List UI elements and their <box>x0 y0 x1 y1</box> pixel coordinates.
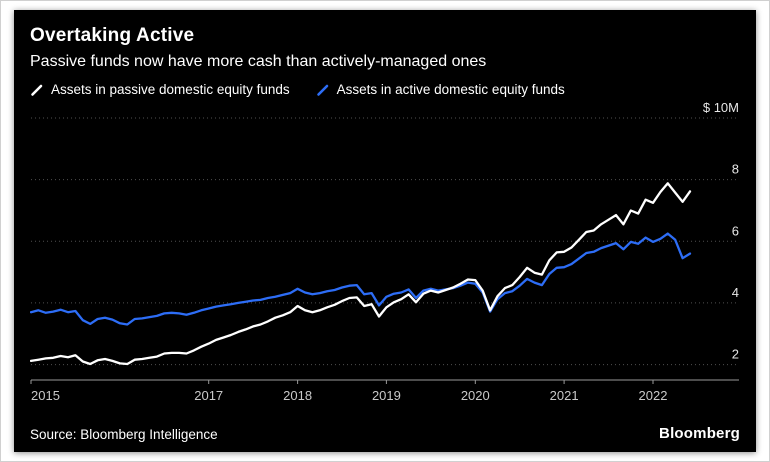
x-axis-tick-label: 2021 <box>550 388 579 403</box>
y-axis-tick-label: 2 <box>732 347 739 362</box>
legend-label: Assets in passive domestic equity funds <box>51 82 290 97</box>
chart-plot: 2 4 6 8 $ 10M 2015 2017 2018 2019 2020 2021 2022 <box>30 102 739 403</box>
legend-item-passive: Assets in passive domestic equity funds <box>30 80 290 100</box>
passive-funds-line <box>30 182 692 366</box>
chart-subtitle: Passive funds now have more cash than ac… <box>30 53 487 70</box>
y-axis-unit-label: $ 10M <box>703 102 739 115</box>
x-axis-tick-label: 2022 <box>639 388 668 403</box>
x-axis-tick-label: 2019 <box>372 388 401 403</box>
x-axis-tick-label: 2015 <box>31 388 60 403</box>
chart-footer: Source: Bloomberg Intelligence Bloomberg <box>30 423 740 442</box>
plot-area: 2 4 6 8 $ 10M 2015 2017 2018 2019 2020 2021 2022 <box>30 102 740 423</box>
x-axis-tick-label: 2017 <box>194 388 223 403</box>
source-text: Source: Bloomberg Intelligence <box>30 427 218 442</box>
y-axis-tick-label: 6 <box>732 223 739 238</box>
bloomberg-logo: Bloomberg <box>659 425 740 442</box>
chart-title: Overtaking Active <box>30 25 195 46</box>
active-funds-line <box>30 232 692 326</box>
chart-legend: Assets in passive domestic equity funds A… <box>30 80 740 100</box>
line-swatch-icon <box>31 84 43 96</box>
legend-label: Assets in active domestic equity funds <box>336 82 565 97</box>
legend-item-active: Assets in active domestic equity funds <box>316 80 565 100</box>
line-swatch-icon <box>316 84 328 96</box>
x-axis-tick-label: 2020 <box>461 388 490 403</box>
y-axis-tick-label: 8 <box>732 162 739 177</box>
x-axis-tick-label: 2018 <box>283 388 312 403</box>
chart-card: Overtaking Active Passive funds now have… <box>14 10 756 452</box>
y-axis-tick-label: 4 <box>732 285 739 300</box>
